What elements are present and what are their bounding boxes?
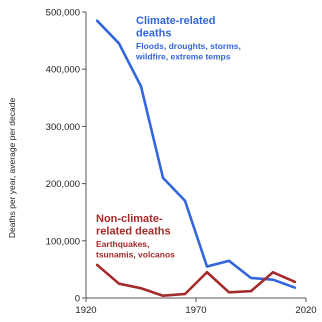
series-line-non-climate xyxy=(96,263,296,298)
x-tick-label: 1920 xyxy=(75,305,96,316)
series-sublabel-non-climate: Earthquakes, xyxy=(96,239,149,249)
data-point-non-climate xyxy=(227,291,231,294)
data-point-non-climate xyxy=(293,280,297,284)
x-tick-label: 1970 xyxy=(185,305,206,316)
x-tick-label: 2020 xyxy=(295,305,316,316)
data-point-climate xyxy=(205,265,209,268)
series-label-non-climate: related deaths xyxy=(96,226,171,238)
series-sublabel-climate: wildfire, extreme temps xyxy=(135,52,231,62)
data-point-non-climate xyxy=(205,271,209,274)
y-tick-label: 100,000 xyxy=(46,236,80,247)
data-point-climate xyxy=(161,176,165,180)
data-point-climate xyxy=(139,85,143,88)
x-ticks: 1920 1970 2020 xyxy=(75,298,317,316)
data-point-climate xyxy=(293,286,297,289)
y-tick-label: 200,000 xyxy=(46,179,80,190)
y-ticks: 0 100,000 200,000 300,000 400,000 500,000 xyxy=(46,8,86,305)
data-point-non-climate xyxy=(139,287,143,290)
data-point-climate xyxy=(227,259,231,263)
y-tick-label: 500,000 xyxy=(46,8,80,19)
series-label-non-climate: Non-climate- xyxy=(96,213,163,225)
data-point-non-climate xyxy=(271,271,275,274)
series-label-climate: deaths xyxy=(136,28,171,40)
y-tick-label: 300,000 xyxy=(46,122,80,133)
data-point-non-climate xyxy=(161,294,165,297)
series-label-climate: Climate-related xyxy=(136,15,215,27)
data-point-climate xyxy=(183,199,187,202)
data-point-climate xyxy=(95,19,99,22)
series-sublabel-climate: Floods, droughts, storms, xyxy=(136,41,241,51)
y-tick-label: 0 xyxy=(75,294,80,305)
data-point-climate xyxy=(271,278,275,281)
data-point-non-climate xyxy=(249,289,253,293)
data-point-non-climate xyxy=(183,292,187,296)
y-axis-label: Deaths per year, average per decade xyxy=(7,98,17,239)
series-line-climate xyxy=(96,19,296,289)
y-tick-label: 400,000 xyxy=(46,65,80,76)
data-point-non-climate xyxy=(117,282,121,285)
data-point-climate xyxy=(249,276,253,280)
data-point-non-climate xyxy=(95,263,99,267)
series-sublabel-non-climate: tsunamis, volcanos xyxy=(96,250,175,260)
series-layer xyxy=(95,19,297,298)
data-point-climate xyxy=(117,42,121,45)
